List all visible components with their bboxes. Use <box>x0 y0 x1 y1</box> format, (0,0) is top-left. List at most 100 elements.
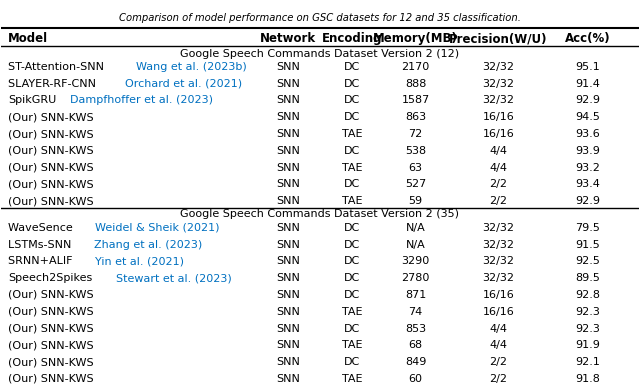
Text: DC: DC <box>344 256 360 266</box>
Text: 2780: 2780 <box>401 273 430 283</box>
Text: SNN: SNN <box>276 340 300 350</box>
Text: Memory(MB): Memory(MB) <box>373 32 458 45</box>
Text: (Our) SNN-KWS: (Our) SNN-KWS <box>8 307 93 317</box>
Text: 92.3: 92.3 <box>575 323 600 334</box>
Text: 527: 527 <box>405 179 426 190</box>
Text: SNN: SNN <box>276 112 300 122</box>
Text: 1587: 1587 <box>401 95 429 105</box>
Text: DC: DC <box>344 179 360 190</box>
Text: DC: DC <box>344 146 360 156</box>
Text: 95.1: 95.1 <box>575 62 600 72</box>
Text: SNN: SNN <box>276 374 300 384</box>
Text: 888: 888 <box>405 79 426 89</box>
Text: 91.9: 91.9 <box>575 340 600 350</box>
Text: SRNN+ALIF: SRNN+ALIF <box>8 256 76 266</box>
Text: 92.9: 92.9 <box>575 196 600 206</box>
Text: SpikGRU: SpikGRU <box>8 95 56 105</box>
Text: SLAYER-RF-CNN: SLAYER-RF-CNN <box>8 79 99 89</box>
Text: SNN: SNN <box>276 240 300 249</box>
Text: 16/16: 16/16 <box>483 129 515 139</box>
Text: DC: DC <box>344 95 360 105</box>
Text: (Our) SNN-KWS: (Our) SNN-KWS <box>8 290 93 300</box>
Text: 59: 59 <box>408 196 422 206</box>
Text: 2/2: 2/2 <box>490 179 508 190</box>
Text: TAE: TAE <box>342 196 362 206</box>
Text: (Our) SNN-KWS: (Our) SNN-KWS <box>8 340 93 350</box>
Text: Encoding: Encoding <box>322 32 382 45</box>
Text: (Our) SNN-KWS: (Our) SNN-KWS <box>8 374 93 384</box>
Text: Yin et al. (2021): Yin et al. (2021) <box>95 256 184 266</box>
Text: 16/16: 16/16 <box>483 307 515 317</box>
Text: TAE: TAE <box>342 129 362 139</box>
Text: 863: 863 <box>405 112 426 122</box>
Text: DC: DC <box>344 273 360 283</box>
Text: 4/4: 4/4 <box>490 323 508 334</box>
Text: SNN: SNN <box>276 256 300 266</box>
Text: Model: Model <box>8 32 48 45</box>
Text: LSTMs-SNN: LSTMs-SNN <box>8 240 75 249</box>
Text: DC: DC <box>344 290 360 300</box>
Text: Google Speech Commands Dataset Version 2 (35): Google Speech Commands Dataset Version 2… <box>180 210 460 220</box>
Text: N/A: N/A <box>406 223 426 233</box>
Text: 92.3: 92.3 <box>575 307 600 317</box>
Text: 68: 68 <box>408 340 422 350</box>
Text: 32/32: 32/32 <box>483 240 515 249</box>
Text: SNN: SNN <box>276 223 300 233</box>
Text: TAE: TAE <box>342 163 362 173</box>
Text: DC: DC <box>344 79 360 89</box>
Text: (Our) SNN-KWS: (Our) SNN-KWS <box>8 196 93 206</box>
Text: Network: Network <box>260 32 316 45</box>
Text: SNN: SNN <box>276 290 300 300</box>
Text: DC: DC <box>344 223 360 233</box>
Text: SNN: SNN <box>276 129 300 139</box>
Text: 849: 849 <box>405 357 426 367</box>
Text: 16/16: 16/16 <box>483 290 515 300</box>
Text: SNN: SNN <box>276 323 300 334</box>
Text: 79.5: 79.5 <box>575 223 600 233</box>
Text: DC: DC <box>344 62 360 72</box>
Text: 538: 538 <box>405 146 426 156</box>
Text: 871: 871 <box>405 290 426 300</box>
Text: 92.1: 92.1 <box>575 357 600 367</box>
Text: 32/32: 32/32 <box>483 79 515 89</box>
Text: 74: 74 <box>408 307 422 317</box>
Text: 93.9: 93.9 <box>575 146 600 156</box>
Text: SNN: SNN <box>276 62 300 72</box>
Text: Wang et al. (2023b): Wang et al. (2023b) <box>136 62 246 72</box>
Text: Weidel & Sheik (2021): Weidel & Sheik (2021) <box>95 223 220 233</box>
Text: (Our) SNN-KWS: (Our) SNN-KWS <box>8 163 93 173</box>
Text: Orchard et al. (2021): Orchard et al. (2021) <box>125 79 243 89</box>
Text: Zhang et al. (2023): Zhang et al. (2023) <box>93 240 202 249</box>
Text: 93.6: 93.6 <box>575 129 600 139</box>
Text: (Our) SNN-KWS: (Our) SNN-KWS <box>8 323 93 334</box>
Text: Comparison of model performance on GSC datasets for 12 and 35 classification.: Comparison of model performance on GSC d… <box>119 13 521 23</box>
Text: 72: 72 <box>408 129 422 139</box>
Text: SNN: SNN <box>276 163 300 173</box>
Text: 92.9: 92.9 <box>575 95 600 105</box>
Text: DC: DC <box>344 323 360 334</box>
Text: TAE: TAE <box>342 340 362 350</box>
Text: Google Speech Commands Dataset Version 2 (12): Google Speech Commands Dataset Version 2… <box>180 49 460 59</box>
Text: 91.4: 91.4 <box>575 79 600 89</box>
Text: 32/32: 32/32 <box>483 256 515 266</box>
Text: 2/2: 2/2 <box>490 374 508 384</box>
Text: SNN: SNN <box>276 79 300 89</box>
Text: (Our) SNN-KWS: (Our) SNN-KWS <box>8 112 93 122</box>
Text: TAE: TAE <box>342 307 362 317</box>
Text: TAE: TAE <box>342 374 362 384</box>
Text: 2170: 2170 <box>401 62 429 72</box>
Text: 92.5: 92.5 <box>575 256 600 266</box>
Text: 94.5: 94.5 <box>575 112 600 122</box>
Text: 93.2: 93.2 <box>575 163 600 173</box>
Text: 4/4: 4/4 <box>490 163 508 173</box>
Text: (Our) SNN-KWS: (Our) SNN-KWS <box>8 146 93 156</box>
Text: SNN: SNN <box>276 357 300 367</box>
Text: 32/32: 32/32 <box>483 273 515 283</box>
Text: 32/32: 32/32 <box>483 62 515 72</box>
Text: 853: 853 <box>405 323 426 334</box>
Text: WaveSence: WaveSence <box>8 223 76 233</box>
Text: Speech2Spikes: Speech2Spikes <box>8 273 92 283</box>
Text: 2/2: 2/2 <box>490 357 508 367</box>
Text: SNN: SNN <box>276 196 300 206</box>
Text: 60: 60 <box>408 374 422 384</box>
